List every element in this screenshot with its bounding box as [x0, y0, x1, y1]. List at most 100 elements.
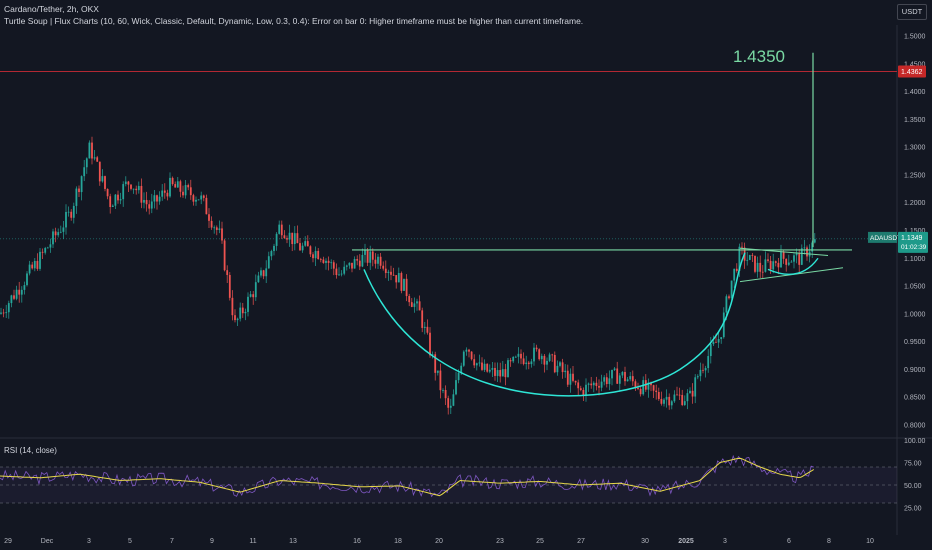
candle-body — [811, 242, 814, 252]
candle-body — [460, 365, 463, 373]
candle-body — [694, 377, 697, 397]
candle-body — [483, 363, 486, 370]
candle-body — [325, 260, 327, 263]
time-axis-label: 29 — [4, 538, 12, 545]
candle-body — [522, 358, 525, 364]
candle-body — [187, 185, 190, 188]
candle-body — [777, 262, 780, 268]
candle-body — [787, 262, 790, 265]
candle-body — [712, 341, 715, 345]
candle-body — [673, 394, 676, 402]
candle-body — [390, 271, 392, 275]
rsi-axis-label: 25.00 — [904, 506, 922, 513]
candle-body — [296, 233, 299, 244]
candle-body — [286, 238, 288, 240]
candle-body — [273, 245, 275, 252]
candle-body — [345, 265, 348, 267]
candle-body — [478, 362, 481, 364]
time-axis-label: 25 — [536, 538, 544, 545]
candle-body — [192, 195, 195, 202]
candle-body — [790, 261, 793, 263]
rsi-band — [0, 467, 897, 503]
candle-body — [169, 177, 171, 197]
candle-body — [520, 353, 522, 359]
candle-body — [598, 385, 600, 388]
candle-body — [642, 380, 645, 395]
time-axis-label: 2025 — [678, 538, 694, 545]
candle-body — [306, 241, 309, 247]
candle-body — [813, 239, 816, 243]
currency-button[interactable]: USDT — [897, 4, 927, 20]
candle-body — [530, 361, 533, 365]
candle-body — [23, 285, 26, 290]
rsi-axis-label: 50.00 — [904, 483, 922, 490]
candle-body — [304, 241, 307, 246]
candle-body — [533, 347, 535, 362]
candle-body — [49, 244, 52, 248]
candle-body — [119, 199, 122, 201]
candle-body — [512, 356, 515, 362]
handle-upper-line — [739, 247, 829, 256]
candle-body — [124, 181, 127, 185]
candle-body — [13, 295, 15, 299]
candle-body — [270, 251, 273, 257]
candle-body — [366, 250, 369, 263]
time-axis-label: 3 — [87, 538, 91, 545]
candle-body — [234, 315, 236, 321]
candle-body — [88, 142, 91, 159]
candle-body — [587, 383, 590, 385]
candle-body — [429, 332, 431, 356]
candle-body — [70, 211, 73, 218]
candle-body — [208, 214, 210, 221]
target-price-label: 1.4350 — [733, 47, 785, 66]
candle-body — [416, 301, 418, 304]
candle-body — [117, 194, 119, 201]
candle-body — [611, 369, 613, 379]
candle-body — [741, 246, 743, 248]
candle-body — [254, 282, 257, 298]
candle-body — [351, 262, 353, 269]
candle-body — [322, 259, 325, 263]
candle-body — [468, 349, 470, 352]
candle-body — [652, 385, 655, 391]
candle-body — [335, 268, 338, 276]
candle-body — [717, 339, 720, 343]
candle-body — [41, 251, 44, 253]
candle-body — [0, 312, 2, 314]
candle-body — [725, 296, 728, 313]
candle-body — [184, 185, 187, 196]
candle-body — [111, 205, 114, 208]
candle-body — [182, 191, 184, 196]
candle-body — [800, 248, 803, 265]
rsi-ma-line — [0, 457, 815, 497]
candle-body — [605, 377, 608, 385]
time-axis-label: 3 — [723, 538, 727, 545]
candle-body — [657, 392, 660, 399]
candle-body — [709, 344, 712, 357]
symbol-title: Cardano/Tether, 2h, OKX — [4, 4, 99, 14]
time-axis-label: 6 — [787, 538, 791, 545]
candle-body — [579, 388, 582, 390]
candle-body — [54, 231, 57, 236]
candle-body — [686, 393, 689, 402]
candle-body — [421, 310, 424, 328]
candle-body — [785, 258, 788, 265]
candle-body — [327, 260, 330, 263]
symbol-tag — [868, 231, 897, 243]
candle-body — [215, 227, 218, 230]
candle-body — [696, 376, 699, 378]
candle-body — [91, 142, 93, 159]
time-axis-label: 13 — [289, 538, 297, 545]
candle-body — [80, 176, 83, 193]
candle-body — [158, 196, 161, 202]
candle-body — [546, 360, 548, 365]
candle-body — [312, 254, 314, 259]
candle-body — [371, 251, 374, 260]
candles — [0, 136, 816, 415]
candle-body — [767, 259, 769, 261]
rsi-axis-label: 100.00 — [904, 438, 926, 445]
candle-body — [171, 177, 174, 185]
handle-curve — [767, 257, 819, 276]
candle-body — [140, 185, 143, 203]
